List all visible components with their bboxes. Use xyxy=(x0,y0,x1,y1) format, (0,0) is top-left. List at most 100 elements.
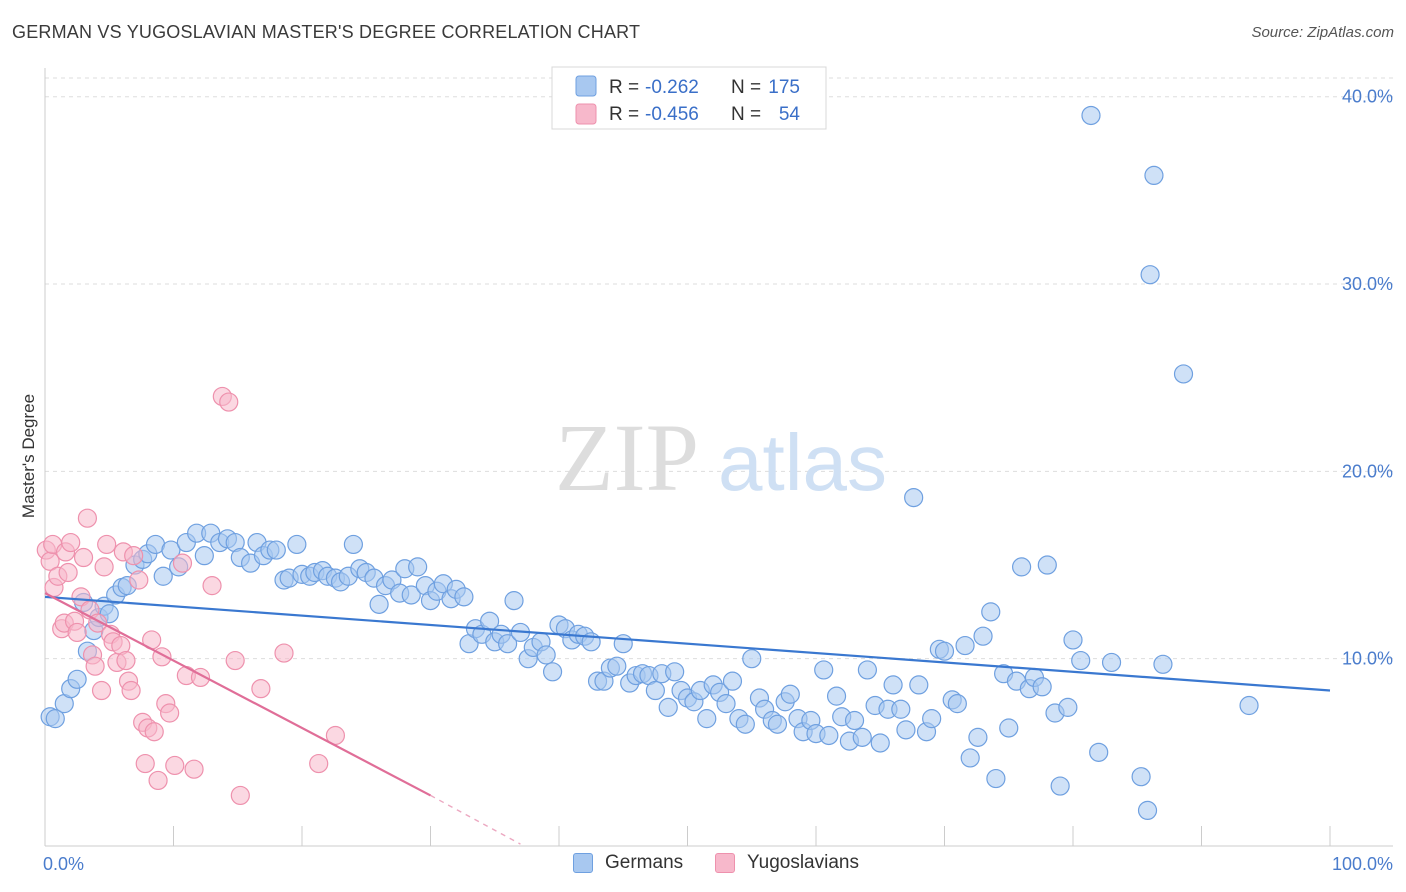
legend: R = -0.262 N = 175 R = -0.456 N = 54 xyxy=(551,66,827,130)
series-yugoslavians-points xyxy=(36,386,346,806)
x-tick-label-min: 0.0% xyxy=(43,854,84,874)
point-germans xyxy=(408,557,428,577)
point-germans xyxy=(819,725,839,746)
trend-line-germans xyxy=(44,595,1331,692)
point-yugoslavians xyxy=(144,722,164,742)
y-tick-label: 10.0% xyxy=(1342,649,1393,669)
bottom-legend-swatch-germans xyxy=(573,853,593,873)
point-germans xyxy=(891,699,911,719)
chart-source: Source: ZipAtlas.com xyxy=(1251,24,1394,41)
point-yugoslavians xyxy=(91,680,112,701)
point-germans xyxy=(697,709,717,729)
point-germans xyxy=(266,540,286,560)
point-germans xyxy=(909,675,929,695)
point-germans xyxy=(922,709,942,729)
point-germans xyxy=(498,634,518,654)
point-yugoslavians xyxy=(73,547,94,568)
y-axis-label: Master's Degree xyxy=(19,394,38,518)
point-yugoslavians xyxy=(165,755,185,776)
point-yugoslavians xyxy=(116,650,136,671)
point-yugoslavians xyxy=(77,508,98,528)
point-yugoslavians xyxy=(219,392,239,412)
point-germans xyxy=(665,662,685,682)
point-germans xyxy=(1153,654,1173,674)
point-germans xyxy=(1071,650,1091,671)
trend-lines xyxy=(44,592,1331,845)
point-germans xyxy=(1140,265,1160,285)
point-germans xyxy=(716,694,736,714)
point-germans xyxy=(722,671,743,691)
point-yugoslavians xyxy=(172,553,193,573)
point-yugoslavians xyxy=(124,546,144,566)
y-tick-label: 30.0% xyxy=(1342,274,1393,294)
bottom-legend-item-germans: Germans xyxy=(573,852,683,874)
legend-swatch-yugoslavians xyxy=(575,103,597,125)
point-germans xyxy=(1137,800,1158,821)
point-germans xyxy=(1037,555,1057,575)
legend-n-label-germans: N = xyxy=(731,77,761,98)
point-germans xyxy=(67,669,87,689)
point-germans xyxy=(960,748,980,768)
point-germans xyxy=(1089,742,1109,762)
point-germans xyxy=(883,675,903,695)
point-germans xyxy=(852,727,872,747)
bottom-legend-label-germans: Germans xyxy=(605,852,684,873)
trend-line-yugoslavians xyxy=(44,592,432,797)
legend-r-label-yugoslavians: R = xyxy=(609,104,639,125)
bottom-legend-item-yugoslavians: Yugoslavians xyxy=(715,852,859,874)
point-yugoslavians xyxy=(202,576,222,596)
point-germans xyxy=(735,714,755,734)
point-germans xyxy=(947,694,967,714)
point-yugoslavians xyxy=(225,650,245,671)
legend-r-value-yugoslavians: -0.456 xyxy=(645,104,699,125)
point-germans xyxy=(607,656,627,676)
point-germans xyxy=(1032,677,1052,697)
point-germans xyxy=(613,634,633,654)
point-germans xyxy=(542,662,563,682)
point-yugoslavians xyxy=(67,622,87,643)
point-germans xyxy=(999,718,1019,738)
point-germans xyxy=(826,686,847,706)
point-yugoslavians xyxy=(135,753,155,774)
legend-box xyxy=(551,66,827,130)
point-germans xyxy=(896,720,916,740)
watermark: ZIP atlas xyxy=(555,404,887,511)
point-germans xyxy=(973,626,993,646)
point-germans xyxy=(658,697,678,717)
point-yugoslavians xyxy=(148,770,168,791)
point-germans xyxy=(454,587,474,607)
point-germans xyxy=(369,594,389,614)
chart-title: GERMAN VS YUGOSLAVIAN MASTER'S DEGREE CO… xyxy=(12,22,641,42)
point-yugoslavians xyxy=(85,656,105,676)
point-germans xyxy=(1081,105,1101,126)
legend-r-value-germans: -0.262 xyxy=(645,77,699,98)
legend-swatch-germans xyxy=(575,75,597,97)
point-germans xyxy=(1144,165,1164,186)
point-germans xyxy=(968,727,988,747)
point-yugoslavians xyxy=(274,643,294,663)
point-yugoslavians xyxy=(97,534,117,555)
series-germans-points xyxy=(40,105,1259,821)
point-germans xyxy=(343,534,363,555)
point-germans xyxy=(981,602,1001,622)
trend-line-yugoslavians-extension xyxy=(430,794,521,845)
point-germans xyxy=(1011,557,1032,577)
point-germans xyxy=(536,645,556,665)
point-germans xyxy=(934,641,955,661)
point-germans xyxy=(1050,776,1070,796)
y-tick-label: 20.0% xyxy=(1342,461,1393,481)
legend-n-value-yugoslavians: 54 xyxy=(779,104,801,125)
point-yugoslavians xyxy=(230,785,250,806)
point-germans xyxy=(1101,652,1122,673)
point-germans xyxy=(1063,630,1083,650)
point-yugoslavians xyxy=(251,679,271,699)
point-germans xyxy=(504,591,524,611)
bottom-legend-label-yugoslavians: Yugoslavians xyxy=(747,852,859,873)
point-yugoslavians xyxy=(121,680,141,701)
point-germans xyxy=(45,709,65,729)
point-germans xyxy=(194,546,214,566)
legend-r-label-germans: R = xyxy=(609,77,639,98)
legend-n-label-yugoslavians: N = xyxy=(731,104,761,125)
legend-n-value-germans: 175 xyxy=(768,77,800,98)
